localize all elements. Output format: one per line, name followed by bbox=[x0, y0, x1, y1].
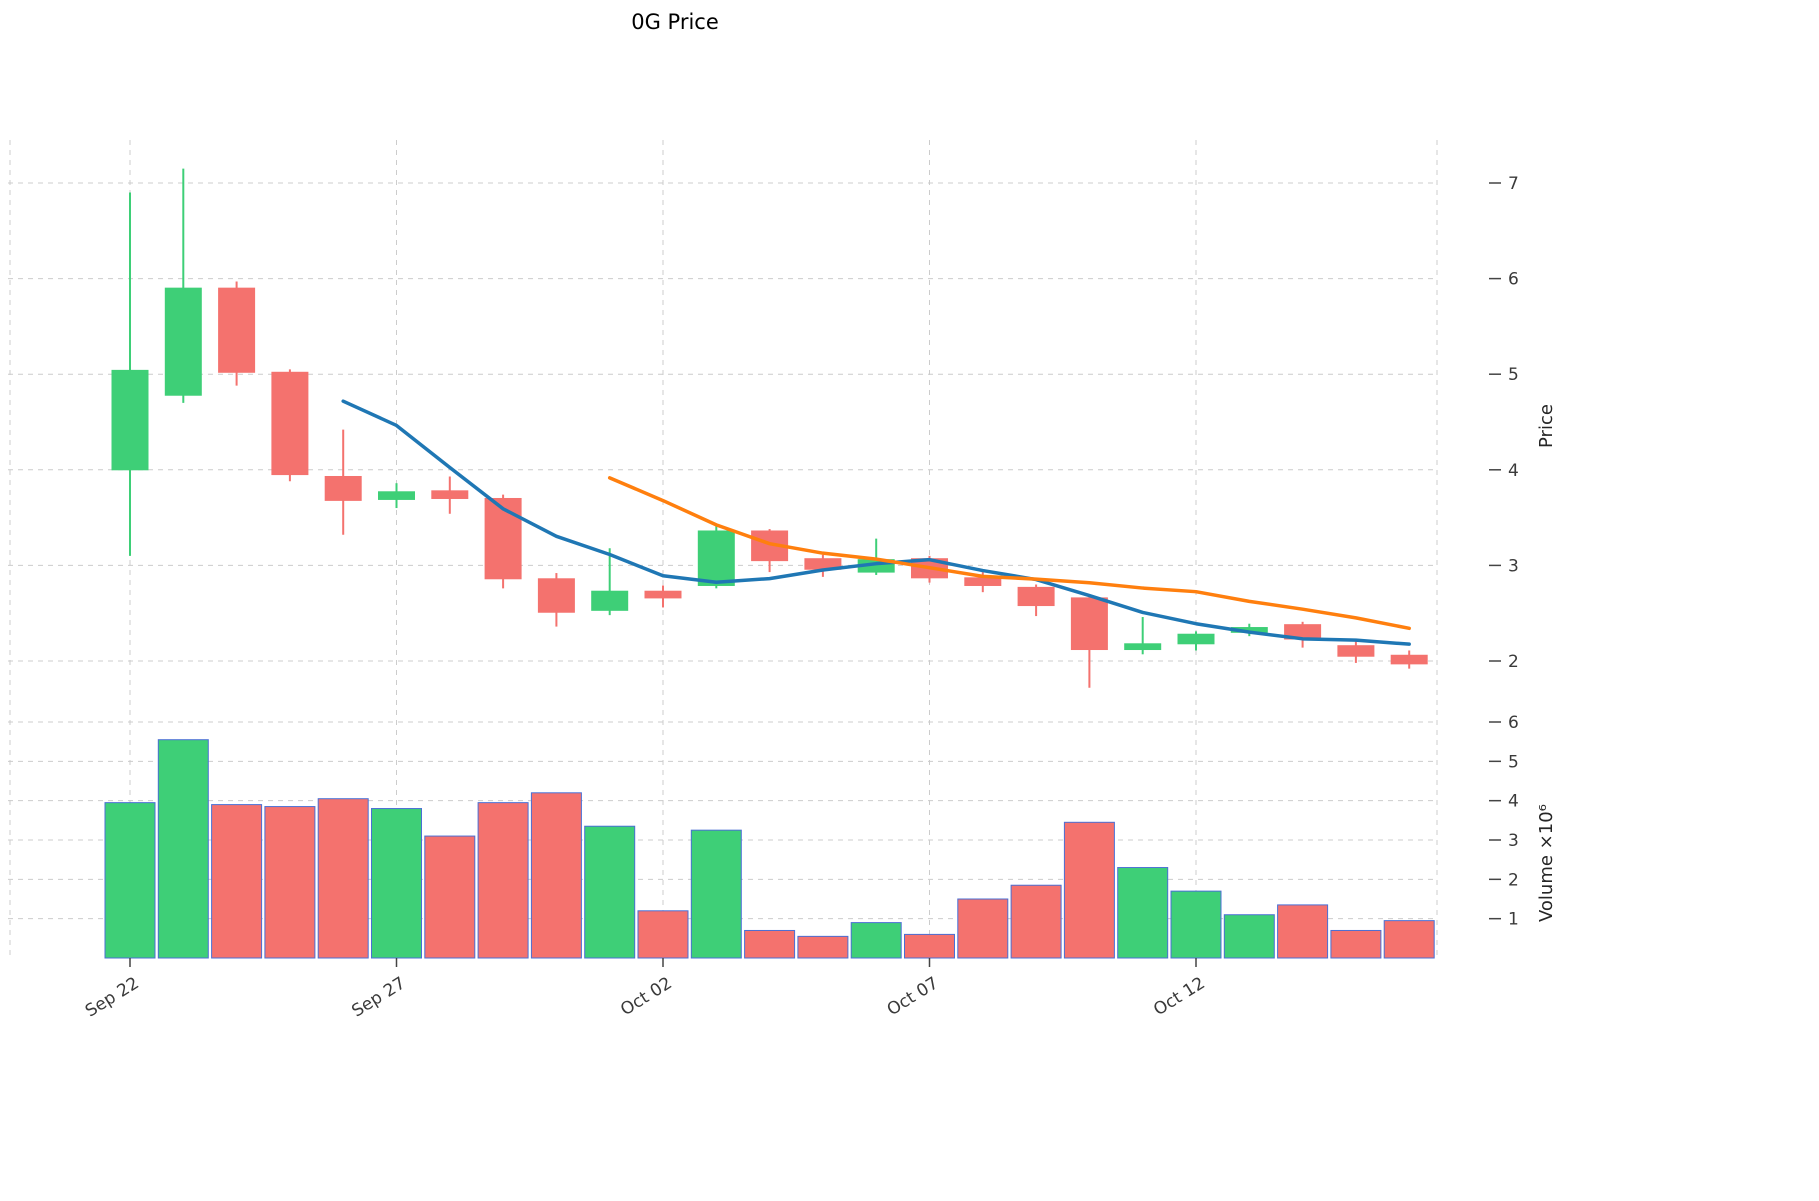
svg-text:Volume ×10⁶: Volume ×10⁶ bbox=[1536, 804, 1557, 922]
svg-text:2: 2 bbox=[1508, 870, 1519, 890]
svg-text:Oct 02: Oct 02 bbox=[617, 973, 675, 1020]
svg-text:4: 4 bbox=[1508, 461, 1519, 481]
svg-text:5: 5 bbox=[1508, 365, 1519, 385]
svg-text:7: 7 bbox=[1508, 174, 1519, 194]
svg-text:6: 6 bbox=[1508, 713, 1519, 733]
svg-text:Sep 27: Sep 27 bbox=[348, 973, 409, 1021]
svg-text:6: 6 bbox=[1508, 270, 1519, 290]
svg-text:Oct 07: Oct 07 bbox=[884, 973, 942, 1020]
svg-text:3: 3 bbox=[1508, 831, 1519, 851]
svg-text:5: 5 bbox=[1508, 752, 1519, 772]
svg-text:Sep 22: Sep 22 bbox=[82, 973, 143, 1021]
svg-text:1: 1 bbox=[1508, 910, 1519, 930]
svg-text:3: 3 bbox=[1508, 556, 1519, 576]
svg-text:Oct 12: Oct 12 bbox=[1150, 973, 1208, 1020]
svg-text:Price: Price bbox=[1536, 404, 1557, 448]
chart-title: 0G Price bbox=[631, 10, 719, 34]
svg-text:4: 4 bbox=[1508, 792, 1519, 812]
svg-text:2: 2 bbox=[1508, 652, 1519, 672]
